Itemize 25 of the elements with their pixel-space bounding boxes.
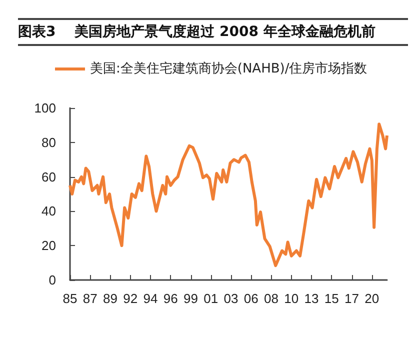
x-tick-label: 94 bbox=[143, 291, 158, 306]
y-tick-label: 40 bbox=[42, 204, 56, 219]
legend-label: 美国:全美住宅建筑商协会(NAHB)/住房市场指数 bbox=[90, 60, 368, 76]
y-tick-label: 100 bbox=[34, 100, 56, 116]
x-tick-label: 92 bbox=[123, 291, 138, 306]
line-series bbox=[68, 122, 388, 268]
x-tick-label: 01 bbox=[204, 291, 218, 306]
x-tick-label: 17 bbox=[344, 291, 360, 306]
y-tick-label: 0 bbox=[48, 272, 56, 288]
x-tick-label: 99 bbox=[184, 291, 198, 306]
x-tick-label: 03 bbox=[224, 291, 238, 306]
x-tick-label: 10 bbox=[284, 291, 299, 306]
y-tick-label: 60 bbox=[42, 169, 56, 184]
x-tick-label: 89 bbox=[103, 291, 118, 306]
x-tick-label: 85 bbox=[62, 291, 78, 306]
x-tick-label: 13 bbox=[304, 291, 319, 306]
x-tick-label: 15 bbox=[324, 291, 339, 306]
x-tick-label: 96 bbox=[163, 291, 178, 306]
y-tick-label: 20 bbox=[42, 238, 56, 254]
x-tick-label: 08 bbox=[264, 291, 278, 306]
y-tick-label: 80 bbox=[42, 134, 56, 150]
x-tick-label: 06 bbox=[244, 291, 258, 306]
x-tick-label: 20 bbox=[364, 291, 380, 306]
x-tick-label: 87 bbox=[82, 291, 98, 306]
chart-title: 图表3 美国房地产景气度超过 2008 年全球金融危机前 bbox=[18, 18, 408, 46]
